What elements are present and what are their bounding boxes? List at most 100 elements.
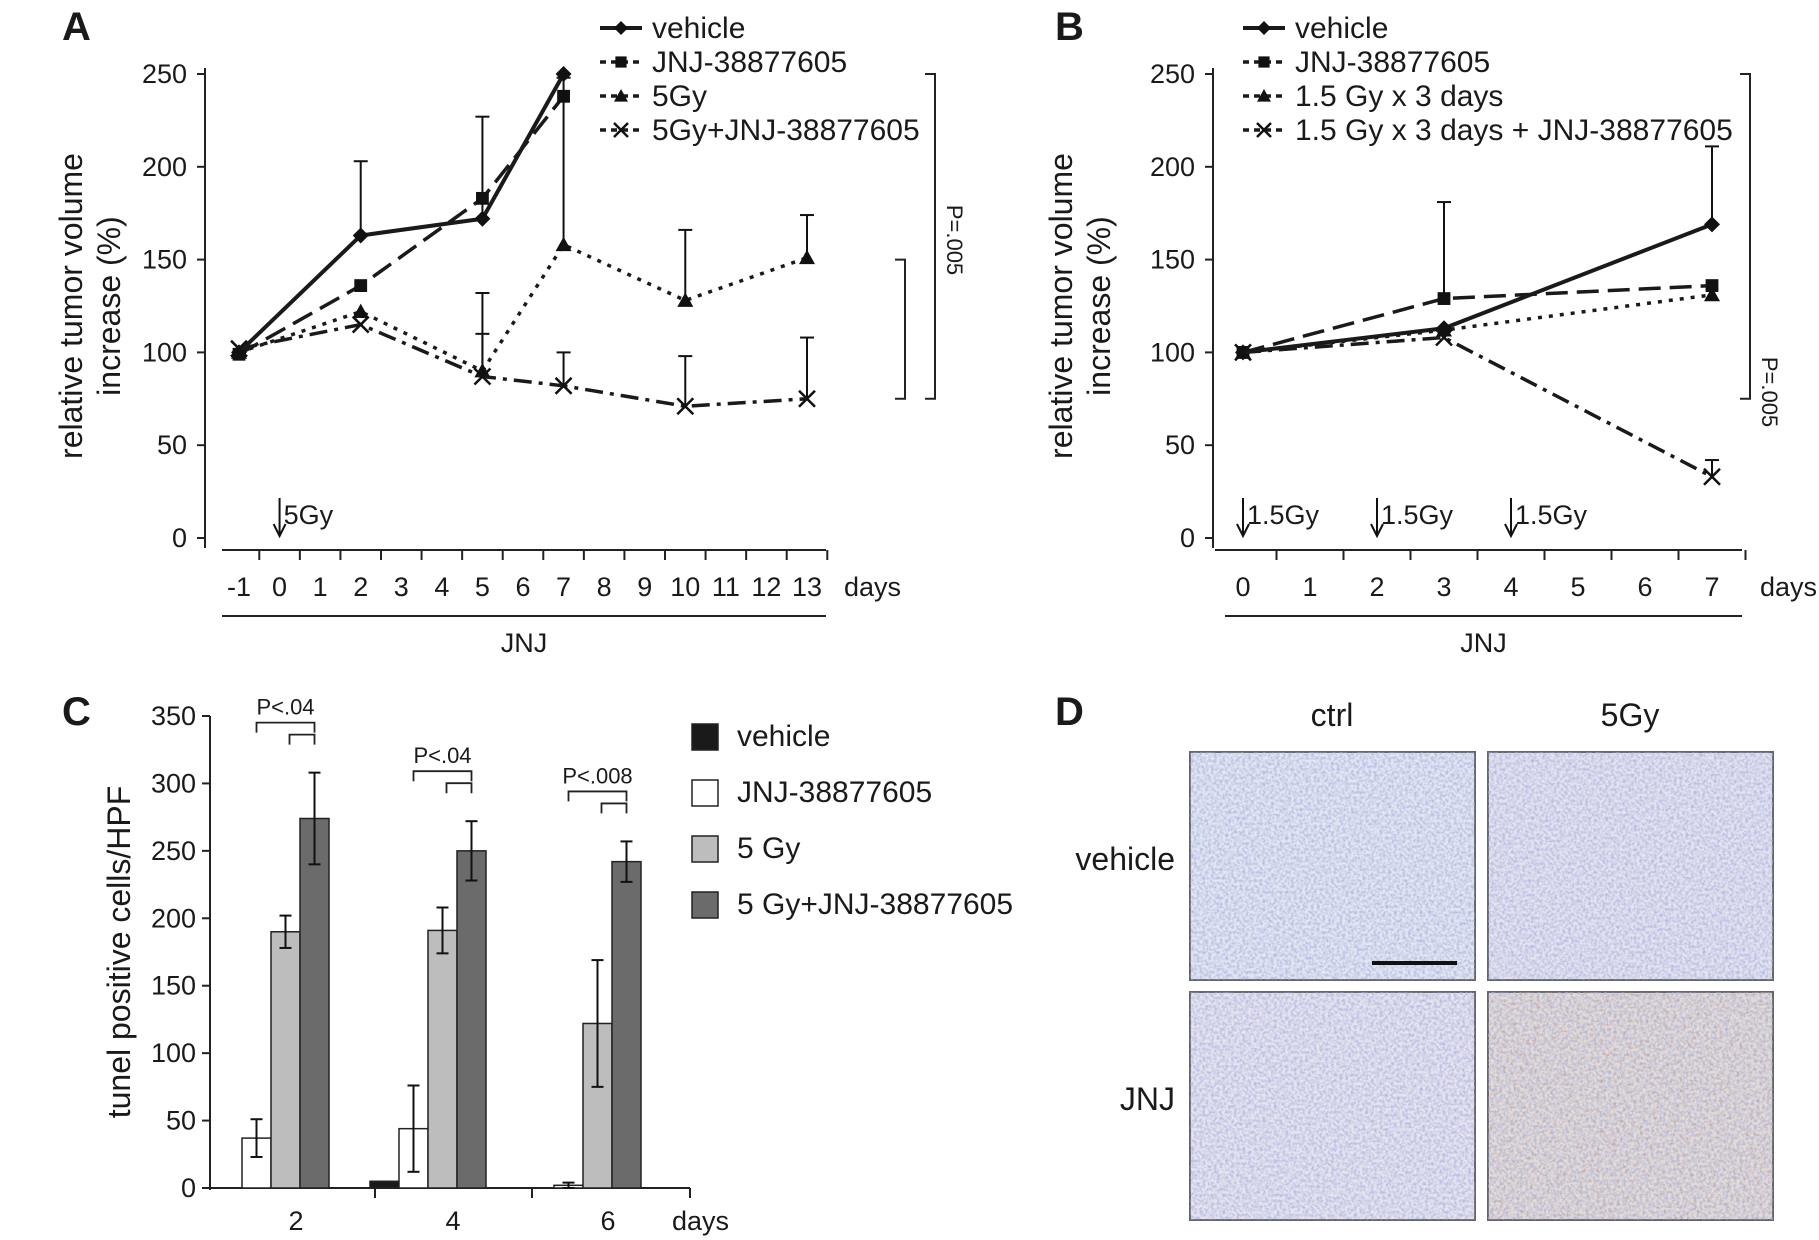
x-tick-label: 3 bbox=[394, 572, 409, 602]
y-tick-label: 200 bbox=[1150, 152, 1195, 182]
y-tick-label: 100 bbox=[142, 337, 187, 367]
significance-label: P<.008 bbox=[562, 763, 632, 788]
significance-bracket bbox=[925, 73, 936, 400]
x-tick-label: 13 bbox=[792, 572, 822, 602]
column-label-5gy: 5Gy bbox=[1601, 697, 1660, 733]
irradiation-arrowhead bbox=[272, 523, 287, 539]
irradiation-arrowhead bbox=[1504, 523, 1518, 539]
x-tick-label: 10 bbox=[670, 572, 700, 602]
data-point-3 bbox=[1703, 467, 1721, 486]
data-point-2 bbox=[677, 292, 694, 307]
legend-label-3: 5 Gy+JNJ-38877605 bbox=[737, 888, 1013, 921]
y-tick-label: 150 bbox=[151, 971, 196, 1001]
row-label-vehicle: vehicle bbox=[1075, 841, 1175, 877]
x-tick-label: 4 bbox=[1503, 572, 1518, 602]
treatment-bar-label: JNJ bbox=[501, 628, 548, 658]
series-line-3 bbox=[238, 322, 808, 408]
significance-bracket bbox=[255, 721, 316, 733]
x-axis-unit: days bbox=[672, 1206, 729, 1236]
significance-label: P<.04 bbox=[413, 743, 471, 768]
y-tick-label: 250 bbox=[1150, 59, 1195, 89]
x-tick-label: 9 bbox=[637, 572, 652, 602]
bar-5-gy bbox=[427, 929, 458, 1189]
irradiation-label: 5Gy bbox=[284, 500, 334, 530]
legend-marker-1 bbox=[615, 56, 627, 68]
data-point-2 bbox=[352, 303, 369, 318]
y-tick-label: 50 bbox=[157, 430, 187, 460]
x-tick-label: 1 bbox=[1302, 572, 1317, 602]
significance-bracket-inner bbox=[445, 782, 473, 794]
x-axis-unit: days bbox=[844, 572, 901, 602]
category-label: 4 bbox=[445, 1206, 460, 1236]
x-tick-label: 2 bbox=[353, 572, 368, 602]
data-point-3 bbox=[798, 389, 816, 408]
x-tick-label: 5 bbox=[475, 572, 490, 602]
x-axis-unit: days bbox=[1760, 572, 1817, 602]
legend-swatch-2 bbox=[691, 835, 719, 863]
treatment-bar-label: JNJ bbox=[1460, 628, 1507, 658]
x-tick-label: 4 bbox=[434, 572, 449, 602]
y-tick-label: 200 bbox=[142, 152, 187, 182]
legend-marker-1 bbox=[1258, 56, 1270, 68]
panel-c-chart: 0 50 100 150 200 250 300 350 days tunel positive … bbox=[101, 695, 1013, 1236]
data-point-0 bbox=[352, 227, 369, 244]
column-label-ctrl: ctrl bbox=[1311, 697, 1354, 733]
data-point-3 bbox=[351, 315, 370, 334]
y-tick-label: 150 bbox=[1150, 245, 1195, 275]
x-tick-label: 7 bbox=[1704, 572, 1719, 602]
significance-bracket-inner bbox=[600, 802, 628, 814]
legend-label-0: vehicle bbox=[737, 720, 830, 753]
legend-marker-3 bbox=[613, 122, 629, 138]
category-label: 6 bbox=[600, 1206, 615, 1236]
x-tick-label: 0 bbox=[1235, 572, 1250, 602]
x-tick-label: 6 bbox=[515, 572, 530, 602]
y-tick-label: 300 bbox=[151, 768, 196, 798]
data-point-3 bbox=[1435, 328, 1453, 347]
x-tick-label: 7 bbox=[556, 572, 571, 602]
y-tick-label: 200 bbox=[151, 903, 196, 933]
panel-letter-c: C bbox=[62, 690, 91, 734]
legend-marker-2 bbox=[614, 89, 628, 102]
y-tick-label: 0 bbox=[181, 1173, 196, 1203]
significance-label: P=.005 bbox=[942, 205, 967, 275]
y-axis-title-line1: relative tumor volume bbox=[1043, 153, 1079, 459]
data-point-1 bbox=[1437, 292, 1451, 305]
micrograph-jnj-ctrl bbox=[1189, 991, 1476, 1221]
legend-swatch-0 bbox=[691, 723, 719, 751]
legend-label-0: vehicle bbox=[1295, 12, 1388, 45]
y-axis-title-line2: increase (%) bbox=[1081, 216, 1117, 396]
legend-marker-0 bbox=[1257, 21, 1271, 35]
data-point-0 bbox=[1704, 216, 1720, 233]
legend-swatch-1 bbox=[691, 779, 719, 807]
series-line-0 bbox=[237, 73, 566, 354]
legend-label-3: 5Gy+JNJ-38877605 bbox=[652, 114, 920, 147]
y-tick-label: 250 bbox=[142, 59, 187, 89]
irradiation-arrowhead bbox=[1236, 523, 1250, 539]
legend-marker-3 bbox=[1256, 122, 1272, 138]
legend-label-1: JNJ-38877605 bbox=[737, 776, 932, 809]
x-tick-label: 3 bbox=[1436, 572, 1451, 602]
y-tick-label: 0 bbox=[1180, 523, 1195, 553]
x-tick-label: 6 bbox=[1637, 572, 1652, 602]
bar-5-gy-jnj-38877605 bbox=[299, 817, 330, 1189]
data-point-3 bbox=[230, 339, 248, 358]
irradiation-label: 1.5Gy bbox=[1247, 500, 1320, 530]
legend-label-1: JNJ-38877605 bbox=[652, 46, 847, 79]
significance-bracket bbox=[1740, 73, 1751, 400]
bar-vehicle bbox=[369, 1180, 400, 1189]
panel-b-chart: 0 50 100 150 200 250 0 1 2 3 4 5 6 7 days JNJ relative t… bbox=[1043, 12, 1817, 658]
significance-bracket-inner bbox=[288, 733, 316, 745]
significance-bracket-inner bbox=[895, 258, 906, 400]
y-tick-label: 50 bbox=[166, 1106, 196, 1136]
bar-5-gy bbox=[270, 931, 301, 1189]
y-axis-title: tunel positive cells/HPF bbox=[101, 786, 137, 1119]
y-tick-label: 150 bbox=[142, 245, 187, 275]
legend-label-1: JNJ-38877605 bbox=[1295, 46, 1490, 79]
legend-marker-0 bbox=[614, 21, 628, 35]
series-line-2 bbox=[1242, 293, 1713, 355]
legend-label-3: 1.5 Gy x 3 days + JNJ-38877605 bbox=[1295, 114, 1733, 147]
x-tick-label: 1 bbox=[313, 572, 328, 602]
legend-label-0: vehicle bbox=[652, 12, 745, 45]
legend-marker-2 bbox=[1257, 89, 1271, 102]
